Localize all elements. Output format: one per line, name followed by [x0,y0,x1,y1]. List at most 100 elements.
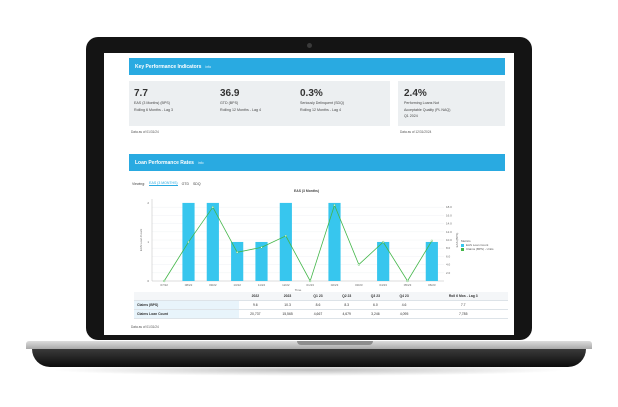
x-tick-label: 11/22 [258,283,266,287]
x-tick-label: 02/23 [331,283,339,287]
y2-tick-label: 16.0 [446,213,452,217]
legend-label: Claims (BPS) - Units [466,247,494,251]
kpi-asof-right: Data as of 12/31/2024 [400,130,432,134]
line-point [163,279,166,283]
y-tick-label: 0 [147,279,149,283]
table-cell: 8.3 [332,300,362,310]
x-tick-label: 01/23 [306,283,314,287]
kpi-label: Acceptable Quality (PL NAQ) [404,107,451,112]
kpi-eas: 7.7 EAS (3 Months) (BPS) Rolling 6 Month… [134,89,173,112]
line-point [333,204,336,207]
bar [279,202,292,281]
bar [328,202,341,281]
webcam-icon [307,43,312,48]
legend-label: EAS Loan Count [466,243,489,247]
loan-header: Loan Performance Rates info [129,154,505,171]
y2-tick-label: 2.0 [446,271,451,275]
table-cell: 10.3 [271,300,304,310]
kpi-label: Rolling 6 Months - Lag 3 [134,107,173,112]
kpi-info-link[interactable]: info [205,64,212,69]
line-point [406,279,409,283]
kpi-value: 36.9 [220,88,240,99]
kpi-value: 7.7 [134,88,148,99]
x-tick-label: 12/22 [282,283,290,287]
view-selector: Viewing: EAS (3 MONTHS) GTD SDQ [132,181,201,186]
y2-axis-label: EAS (BPS) [455,233,459,248]
laptop-base [26,341,592,349]
table-cell: 8.6 [303,300,333,310]
legend-item-bar: EAS Loan Count [461,243,494,247]
x-tick-label: 09/22 [209,283,217,287]
kpi-label: GTD (BPS) [220,101,239,105]
laptop-shadow [50,364,568,376]
y2-tick-label: 8.0 [446,246,451,250]
table-row: Claims Loan Count 20,737 15,565 4,667 4,… [134,309,508,319]
view-option-eas[interactable]: EAS (3 MONTHS) [149,181,178,186]
table-cell: 3,246 [361,309,390,319]
kpi-value: 2.4% [404,88,427,99]
x-tick-label: 03/23 [355,283,363,287]
dashboard-screen: Key Performance Indicators info 7.7 EAS … [104,53,514,335]
view-option-sdq[interactable]: SDQ [192,181,201,186]
kpi-label: Q1 2024 [404,114,418,118]
kpi-title: Key Performance Indicators [135,63,202,70]
table-cell: 4.6 [389,300,419,310]
x-tick-label: 07/22 [160,283,168,287]
table-cell: 7,785 [418,309,508,319]
x-tick-label: 04/23 [379,283,387,287]
loan-title: Loan Performance Rates [135,159,194,166]
laptop-notch [297,341,373,345]
line-series [163,203,433,283]
table-header-cell: Q3 23 [361,292,390,301]
kpi-asof-left: Data as of 01/31/24 [131,130,159,134]
kpi-sdq: 0.3% Seriously Delinquent (SDQ) Rolling … [300,89,344,112]
bar [425,241,438,281]
line-point [382,240,385,244]
y2-tick-label: 4.0 [446,263,451,267]
table-cell: 20,737 [239,309,272,319]
kpi-label: Seriously Delinquent (SDQ) [300,101,345,105]
line-point [430,239,433,242]
table-cell: 6.0 [361,300,390,310]
line-point [187,240,190,244]
kpi-pl-naq: 2.4% Performing Loans Not Acceptable Qua… [404,89,450,119]
x-tick-label: 05/23 [404,283,412,287]
bar [206,202,219,281]
y2-tick-label: 12.0 [446,230,452,234]
table-header-cell: Q2 23 [332,292,362,301]
chart-legend: Metrics EAS Loan Count Claims (BPS) - Un… [461,239,494,251]
table-cell: 4,667 [303,309,333,319]
kpi-label: Rolling 12 Months - Lag 4 [220,107,261,112]
summary-table: 2022 2023 Q1 23 Q2 23 Q3 23 Q4 23 Roll 6… [134,292,508,319]
kpi-label: Rolling 12 Months - Lag 4 [300,107,341,112]
table-row-label: Claims (BPS) [134,300,240,310]
x-axis-label: Time [295,288,302,292]
legend-swatch [461,247,464,251]
x-tick-label: 06/23 [428,283,436,287]
line-point [211,206,214,209]
bar [377,241,390,281]
bar [255,241,268,281]
kpi-label: EAS (3 Months) (BPS) [134,101,170,105]
view-option-gtd[interactable]: GTD [181,181,189,186]
legend-title: Metrics [461,239,471,243]
x-tick-label: 08/22 [185,283,193,287]
y-axis-label: EAS Loan Count [139,229,143,252]
table-header-cell: Q4 23 [389,292,419,301]
table-header-cell: Roll 6 Mos - Lag 3 [418,292,508,301]
line-point [236,251,239,254]
line-point [284,234,287,237]
table-header-cell: 2022 [239,292,272,301]
kpi-header: Key Performance Indicators info [129,58,505,75]
x-tick-label: 10/22 [233,283,241,287]
loan-asof: Data as of 01/31/24 [131,325,159,329]
bar [231,241,244,281]
laptop-base-bottom [32,349,586,367]
y2-tick-label: 6.0 [446,254,451,258]
table-row: Claims (BPS) 9.6 10.3 8.6 8.3 6.0 4.6 7.… [134,300,508,310]
table-cell: 15,565 [271,309,304,319]
kpi-panel-side: 2.4% Performing Loans Not Acceptable Qua… [398,81,505,126]
kpi-value: 0.3% [300,88,323,99]
kpi-gtd: 36.9 GTD (BPS) Rolling 12 Months - Lag 4 [220,89,261,112]
loan-info-link[interactable]: info [197,160,204,165]
